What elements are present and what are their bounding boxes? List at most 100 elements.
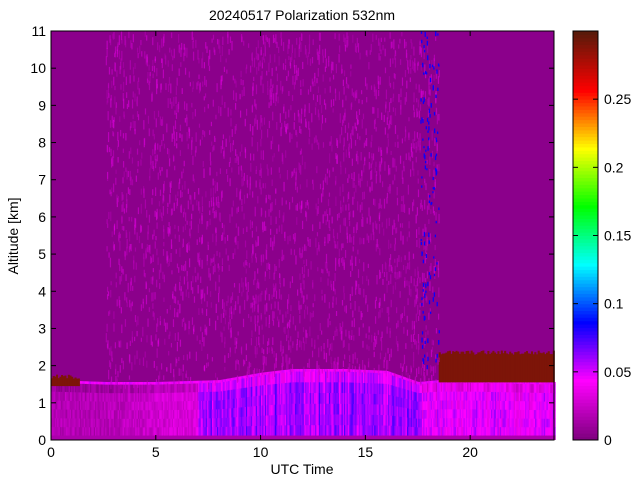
heatmap-cell xyxy=(149,401,151,411)
heatmap-cell xyxy=(131,384,134,394)
heatmap-cell xyxy=(384,383,386,395)
heatmap-cell xyxy=(346,424,349,436)
heatmap-cell xyxy=(259,405,262,416)
heatmap-cell xyxy=(320,403,322,415)
heatmap-cell xyxy=(410,288,412,297)
heatmap-cell xyxy=(218,417,220,428)
heatmap-cell xyxy=(117,381,120,385)
heatmap-cell xyxy=(318,32,320,41)
heatmap-cell xyxy=(373,198,375,205)
heatmap-cell xyxy=(83,400,86,410)
heatmap-cell xyxy=(368,152,370,159)
heatmap-cell xyxy=(385,414,388,426)
heatmap-cell xyxy=(207,104,209,109)
heatmap-cell xyxy=(429,426,432,436)
heatmap-cell xyxy=(322,435,325,440)
heatmap-cell xyxy=(287,70,290,77)
heatmap-cell xyxy=(110,94,112,101)
heatmap-cell xyxy=(180,381,183,384)
heatmap-cell xyxy=(93,401,96,411)
heatmap-cell xyxy=(83,383,86,393)
heatmap-cell xyxy=(89,435,92,440)
heatmap-cell xyxy=(123,111,125,118)
heatmap-cell xyxy=(494,382,497,393)
heatmap-cell xyxy=(502,426,505,436)
heatmap-cell xyxy=(153,134,155,140)
heatmap-cell xyxy=(277,435,280,440)
heatmap-cell xyxy=(149,176,151,181)
heatmap-cell xyxy=(210,258,212,266)
heatmap-cell xyxy=(375,435,378,440)
heatmap-cell xyxy=(355,153,358,162)
heatmap-cell xyxy=(268,102,270,109)
heatmap-cell xyxy=(437,391,439,401)
heatmap-cell xyxy=(300,118,302,123)
heatmap-cell xyxy=(61,400,63,410)
heatmap-cell xyxy=(253,395,256,407)
heatmap-cell xyxy=(396,396,399,407)
heatmap-cell xyxy=(182,265,184,272)
heatmap-cell xyxy=(425,400,428,410)
heatmap-cell xyxy=(56,391,58,401)
heatmap-cell xyxy=(305,259,308,267)
heatmap-cell xyxy=(474,409,477,419)
heatmap-cell xyxy=(250,316,252,322)
heatmap-cell xyxy=(97,418,100,428)
heatmap-cell xyxy=(122,360,124,370)
heatmap-cell xyxy=(354,414,356,426)
heatmap-cell xyxy=(136,418,139,428)
heatmap-cell xyxy=(430,409,433,419)
heatmap-cell xyxy=(108,409,111,419)
heatmap-cell xyxy=(387,306,390,317)
heatmap-cell xyxy=(120,274,123,282)
heatmap-cell xyxy=(259,122,261,130)
heatmap-cell xyxy=(131,179,134,186)
heatmap-cell xyxy=(337,381,340,394)
heatmap-cell xyxy=(89,409,92,419)
heatmap-cell xyxy=(84,409,87,419)
heatmap-cell xyxy=(554,384,556,394)
heatmap-cell xyxy=(394,244,396,251)
heatmap-cell xyxy=(196,383,199,393)
heatmap-cell xyxy=(522,418,525,428)
heatmap-cell xyxy=(273,373,276,385)
heatmap-cell xyxy=(521,435,523,440)
heatmap-cell xyxy=(390,415,393,426)
heatmap-cell xyxy=(396,374,399,378)
heatmap-cell xyxy=(170,383,173,393)
heatmap-cell xyxy=(300,205,302,214)
heatmap-cell xyxy=(144,108,147,115)
heatmap-cell xyxy=(116,220,118,230)
heatmap-cell xyxy=(209,380,212,384)
heatmap-cell xyxy=(433,74,435,81)
heatmap-cell xyxy=(504,391,507,402)
heatmap-cell xyxy=(182,373,184,381)
heatmap-cell xyxy=(486,391,488,401)
heatmap-cell xyxy=(463,400,466,410)
heatmap-cell xyxy=(498,400,501,410)
heatmap-cell xyxy=(200,326,202,332)
heatmap-cell xyxy=(333,368,336,372)
heatmap-cell xyxy=(63,409,66,419)
heatmap-cell xyxy=(369,187,371,193)
heatmap-cell xyxy=(72,426,75,436)
heatmap-cell xyxy=(293,368,296,372)
heatmap-cell xyxy=(160,263,162,273)
heatmap-cell xyxy=(374,425,376,436)
heatmap-cell xyxy=(176,426,179,436)
heatmap-cell xyxy=(339,186,341,197)
heatmap-cell xyxy=(426,271,429,279)
heatmap-cell xyxy=(367,279,370,286)
heatmap-cell xyxy=(335,153,337,160)
heatmap-cell xyxy=(183,52,185,62)
heatmap-cell xyxy=(142,326,144,337)
heatmap-cell xyxy=(542,401,545,411)
heatmap-cell xyxy=(261,369,263,375)
heatmap-cell xyxy=(536,426,539,436)
heatmap-cell xyxy=(224,355,226,363)
heatmap-cell xyxy=(59,391,62,401)
heatmap-cell xyxy=(121,409,124,419)
heatmap-cell xyxy=(252,386,254,397)
heatmap-cell xyxy=(515,392,517,402)
heatmap-cell xyxy=(292,435,295,440)
